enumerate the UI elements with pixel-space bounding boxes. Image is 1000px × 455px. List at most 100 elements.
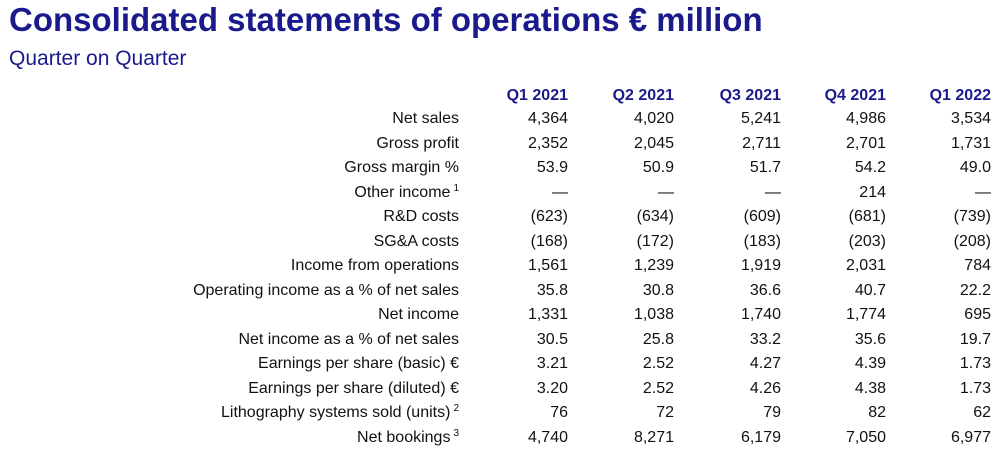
row-label: Earnings per share (basic) € (258, 352, 459, 377)
table-cell: 1,731 (950, 134, 991, 152)
table-cell: 76 (550, 404, 568, 421)
table-row: Net bookings 3 4,740 8,271 6,179 7,050 6,977 (0, 426, 1000, 451)
table-cell: (681) (848, 208, 886, 225)
table-cell: 4.38 (854, 379, 886, 397)
row-label: Net sales (392, 107, 459, 132)
table-cell: 8,271 (633, 428, 674, 446)
table-row: Other income 1 — — — 214 — (0, 181, 1000, 206)
row-label: Other income 1 (354, 181, 459, 206)
table-cell: (634) (636, 208, 674, 225)
table-cell: 54.2 (854, 159, 886, 176)
row-label: Gross margin % (344, 156, 459, 181)
table-row: SG&A costs (168) (172) (183) (203) (208) (0, 230, 1000, 255)
table-cell: 82 (868, 404, 886, 421)
table-cell: 35.6 (854, 330, 886, 348)
table-cell: 19.7 (959, 330, 991, 348)
row-label-text: Lithography systems sold (units) (221, 404, 451, 421)
table-cell: — (975, 183, 991, 201)
table-cell: 35.8 (536, 281, 568, 299)
table-cell: (208) (953, 232, 991, 250)
table-cell: 1,561 (527, 257, 568, 274)
table-cell: 214 (859, 183, 886, 201)
table-cell: 4,740 (527, 428, 568, 446)
table-row: Lithography systems sold (units) 2 76 72 79 8… (0, 401, 1000, 426)
table-cell: 6,977 (950, 428, 991, 446)
table-cell: 2.52 (642, 379, 674, 397)
row-label-text: Operating income as a % of net sales (193, 281, 459, 299)
column-header: Q4 2021 (824, 87, 886, 104)
row-label-text: Net income (378, 306, 459, 323)
table-cell: 4.27 (749, 355, 781, 372)
table-cell: 2.52 (642, 355, 674, 372)
row-label-text: Other income (354, 183, 451, 201)
row-label-text: R&D costs (383, 208, 459, 225)
footnote-marker: 2 (453, 403, 459, 414)
row-label: Gross profit (376, 132, 459, 157)
table-cell: 695 (964, 306, 991, 323)
table-cell: (623) (530, 208, 568, 225)
table-cell: (172) (636, 232, 674, 250)
row-label: Income from operations (291, 254, 459, 279)
table-cell: 1.73 (959, 355, 991, 372)
table-cell: (203) (848, 232, 886, 250)
table-row: Income from operations 1,561 1,239 1,919 2,0… (0, 254, 1000, 279)
table-cell: (168) (530, 232, 568, 250)
table-cell: 4.39 (854, 355, 886, 372)
table-cell: 2,352 (527, 134, 568, 152)
row-label: Net income (378, 303, 459, 328)
table-row: Earnings per share (diluted) € 3.20 2.52 4.… (0, 377, 1000, 402)
table-cell: 50.9 (642, 159, 674, 176)
table-row: Net sales 4,364 4,020 5,241 4,986 3,534 (0, 107, 1000, 132)
table-cell: 3,534 (950, 110, 991, 127)
row-label: Lithography systems sold (units) 2 (221, 401, 459, 426)
table-cell: 51.7 (749, 159, 781, 176)
table-cell: (183) (743, 232, 781, 250)
table-body: Net sales 4,364 4,020 5,241 4,986 3,534 Gross … (0, 107, 1000, 450)
table-row: Net income 1,331 1,038 1,740 1,774 695 (0, 303, 1000, 328)
table-cell: 3.21 (536, 355, 568, 372)
table-cell: 30.8 (642, 281, 674, 299)
column-header: Q1 2022 (929, 87, 991, 104)
table-cell: 1.73 (959, 379, 991, 397)
row-label-text: Gross margin % (344, 159, 459, 176)
table-header: Q1 2021 Q2 2021 Q3 2021 Q4 2021 Q1 2022 (0, 85, 1000, 107)
table-cell: 6,179 (740, 428, 781, 446)
table-cell: 3.20 (536, 379, 568, 397)
table-row: Net income as a % of net sales 30.5 25.8 33… (0, 328, 1000, 353)
table-cell: 1,038 (633, 306, 674, 323)
table-row: R&D costs (623) (634) (609) (681) (739) (0, 205, 1000, 230)
row-label-text: Income from operations (290, 257, 459, 274)
table-cell: 33.2 (749, 330, 781, 348)
table-cell: 4.26 (749, 379, 781, 397)
row-label: SG&A costs (374, 230, 459, 255)
table-cell: 79 (763, 404, 781, 421)
table-cell: 2,701 (845, 134, 886, 152)
table-cell: — (658, 183, 674, 201)
table-cell: 5,241 (740, 110, 781, 127)
row-label: R&D costs (383, 205, 459, 230)
table-cell: 2,711 (742, 134, 781, 152)
table-row: Operating income as a % of net sales 35.8… (0, 279, 1000, 304)
table-cell: 1,740 (740, 306, 781, 323)
table-cell: 4,020 (633, 110, 674, 127)
page-title: Consolidated statements of operations € … (9, 1, 763, 38)
table-cell: 784 (964, 257, 991, 274)
table-cell: 53.9 (536, 159, 568, 176)
row-label: Operating income as a % of net sales (193, 279, 459, 304)
table-cell: 2,045 (633, 134, 674, 152)
table-row: Gross margin % 53.9 50.9 51.7 54.2 49.0 (0, 156, 1000, 181)
table-cell: 7,050 (845, 428, 886, 446)
table-cell: 25.8 (642, 330, 674, 348)
row-label-text: SG&A costs (373, 232, 459, 250)
table-cell: 62 (973, 404, 991, 421)
table-cell: — (552, 183, 568, 201)
page-subtitle: Quarter on Quarter (9, 47, 187, 70)
row-label-text: Net income as a % of net sales (238, 330, 459, 348)
table-cell: 4,364 (527, 110, 568, 127)
column-header: Q1 2021 (506, 87, 568, 104)
table-cell: 22.2 (959, 281, 991, 299)
table-cell: (739) (953, 208, 991, 225)
table-row: Gross profit 2,352 2,045 2,711 2,701 1,731 (0, 132, 1000, 157)
row-label-text: Earnings per share (diluted) € (248, 379, 459, 397)
footnote-marker: 3 (453, 427, 459, 439)
